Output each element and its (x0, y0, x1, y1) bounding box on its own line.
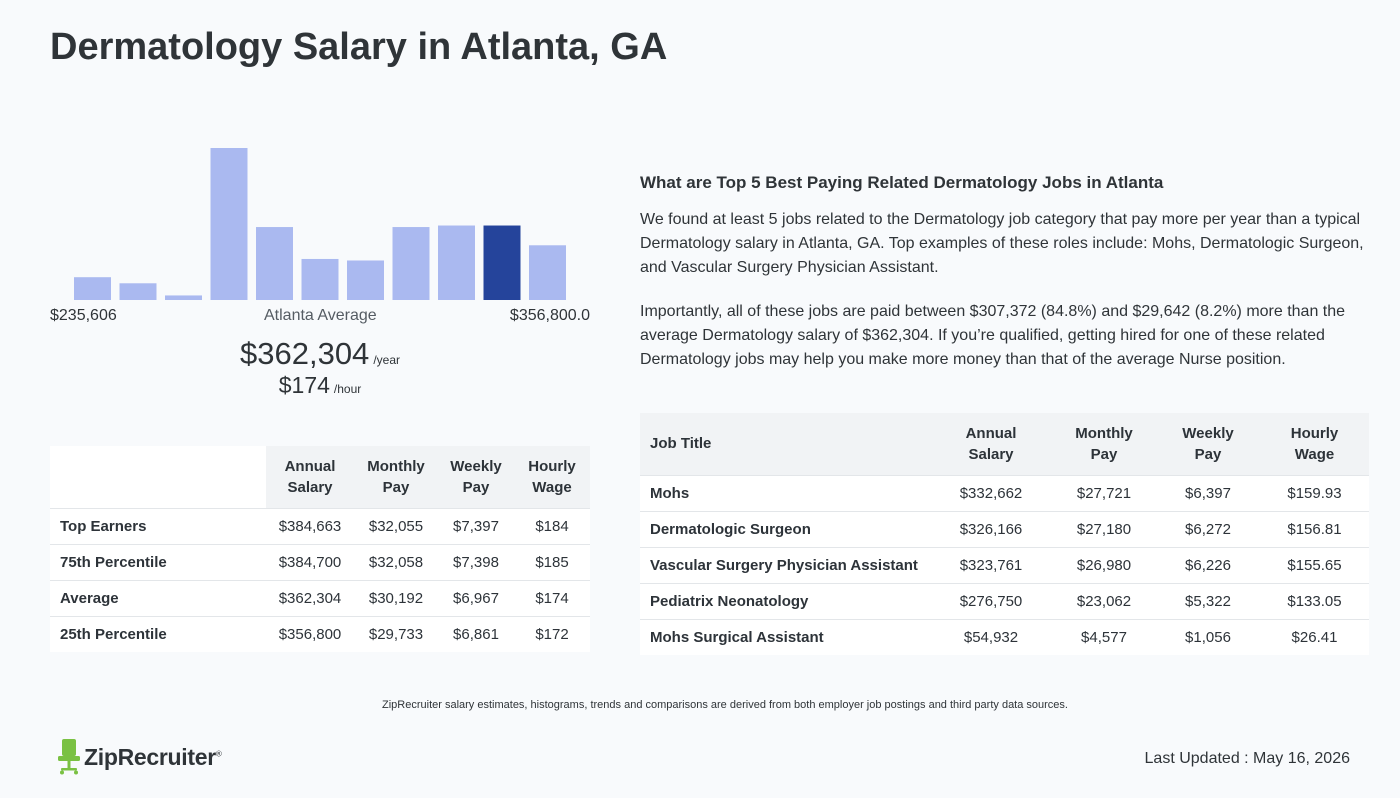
histogram-bar (438, 225, 475, 300)
histogram-max-label: $356,800.0 (509, 307, 590, 324)
cell-hourly: $26.41 (1260, 618, 1369, 655)
cell-monthly: $27,721 (1052, 474, 1156, 511)
job-title: Dermatologic Surgeon (640, 510, 930, 547)
cell-hourly: $185 (514, 543, 590, 580)
table-row: 75th Percentile $384,700 $32,058 $7,398 … (50, 543, 590, 580)
jobs-header-title: Job Title (640, 413, 930, 475)
cell-monthly: $32,055 (354, 507, 438, 544)
cell-hourly: $155.65 (1260, 546, 1369, 583)
row-label: Average (50, 579, 266, 616)
job-title: Pediatrix Neonatology (640, 582, 930, 619)
cell-weekly: $6,967 (438, 579, 514, 616)
cell-hourly: $174 (514, 579, 590, 616)
chair-icon (58, 739, 80, 775)
cell-monthly: $23,062 (1052, 582, 1156, 619)
job-title: Mohs (640, 474, 930, 511)
cell-annual: $356,800 (266, 615, 354, 652)
histogram-bar (165, 295, 202, 300)
cell-weekly: $6,226 (1156, 546, 1260, 583)
percentile-header-monthly: Monthly Pay (354, 446, 438, 508)
jobs-header-monthly: Monthly Pay (1052, 413, 1156, 475)
cell-annual: $384,700 (266, 543, 354, 580)
cell-monthly: $27,180 (1052, 510, 1156, 547)
table-row: Pediatrix Neonatology $276,750 $23,062 $… (640, 582, 1369, 619)
cell-monthly: $4,577 (1052, 618, 1156, 655)
cell-annual: $54,932 (930, 618, 1052, 655)
histogram-min-label: $235,606 (50, 307, 117, 324)
cell-hourly: $172 (514, 615, 590, 652)
cell-weekly: $5,322 (1156, 582, 1260, 619)
average-hourly-value: $174 (278, 372, 330, 398)
related-jobs-paragraph-1: We found at least 5 jobs related to the … (640, 211, 1364, 276)
cell-weekly: $6,861 (438, 615, 514, 652)
histogram-svg (74, 148, 566, 300)
row-label: 75th Percentile (50, 543, 266, 580)
table-row: Mohs Surgical Assistant $54,932 $4,577 $… (640, 618, 1369, 655)
cell-hourly: $159.93 (1260, 474, 1369, 511)
average-yearly-unit: /year (373, 353, 400, 367)
job-title: Mohs Surgical Assistant (640, 618, 930, 655)
percentile-table-header: Annual Salary Monthly Pay Weekly Pay Hourly… (50, 446, 590, 508)
percentile-header-hourly: Hourly Wage (514, 446, 590, 508)
cell-annual: $326,166 (930, 510, 1052, 547)
histogram-bar (119, 283, 157, 300)
histogram-bar (256, 227, 293, 300)
cell-hourly: $184 (514, 507, 590, 544)
last-updated: Last Updated : May 16, 2026 (1144, 750, 1350, 767)
cell-annual: $384,663 (266, 507, 354, 544)
histogram-bar (529, 245, 566, 300)
average-hourly-unit: /hour (333, 382, 362, 396)
percentile-header-annual: Annual Salary (266, 446, 354, 508)
logo-wordmark: ZipRecruiter® (84, 743, 222, 770)
table-row: Average $362,304 $30,192 $6,967 $174 (50, 579, 590, 616)
histogram-bar-highlight (483, 225, 521, 300)
jobs-header-annual: Annual Salary (930, 413, 1052, 475)
data-source-note: ZipRecruiter salary estimates, histogram… (382, 699, 1068, 711)
cell-monthly: $32,058 (354, 543, 438, 580)
jobs-header-hourly: Hourly Wage (1260, 413, 1369, 475)
average-yearly: $362,304/year (50, 336, 590, 372)
histogram-bar (347, 260, 384, 300)
related-jobs-title: What are Top 5 Best Paying Related Derma… (640, 173, 1164, 192)
percentile-header-weekly: Weekly Pay (438, 446, 514, 508)
percentile-table: Annual Salary Monthly Pay Weekly Pay Hourly… (50, 446, 590, 652)
cell-annual: $332,662 (930, 474, 1052, 511)
percentile-header-blank (50, 446, 266, 508)
cell-hourly: $156.81 (1260, 510, 1369, 547)
cell-weekly: $7,397 (438, 507, 514, 544)
salary-histogram (50, 140, 590, 300)
page-title: Dermatology Salary in Atlanta, GA (50, 26, 668, 68)
related-jobs-paragraph-2: Importantly, all of these jobs are paid … (640, 303, 1346, 368)
table-row: Dermatologic Surgeon $326,166 $27,180 $6… (640, 510, 1369, 547)
jobs-header-weekly: Weekly Pay (1156, 413, 1260, 475)
cell-weekly: $1,056 (1156, 618, 1260, 655)
histogram-bar (210, 148, 248, 300)
cell-weekly: $6,397 (1156, 474, 1260, 511)
jobs-table-header: Job Title Annual Salary Monthly Pay Weekly… (640, 413, 1369, 475)
cell-annual: $276,750 (930, 582, 1052, 619)
table-row: 25th Percentile $356,800 $29,733 $6,861 … (50, 615, 590, 652)
cell-weekly: $6,272 (1156, 510, 1260, 547)
histogram-bar (301, 258, 339, 300)
average-hourly: $174/hour (50, 372, 590, 399)
cell-monthly: $29,733 (354, 615, 438, 652)
table-row: Top Earners $384,663 $32,055 $7,397 $184 (50, 507, 590, 544)
cell-monthly: $26,980 (1052, 546, 1156, 583)
table-row: Mohs $332,662 $27,721 $6,397 $159.93 (640, 474, 1369, 511)
cell-hourly: $133.05 (1260, 582, 1369, 619)
ziprecruiter-logo[interactable]: ZipRecruiter® (58, 739, 222, 775)
job-title: Vascular Surgery Physician Assistant (640, 546, 930, 583)
histogram-bar (74, 277, 111, 300)
average-yearly-value: $362,304 (240, 336, 370, 371)
row-label: 25th Percentile (50, 615, 266, 652)
row-label: Top Earners (50, 507, 266, 544)
table-row: Vascular Surgery Physician Assistant $32… (640, 546, 1369, 583)
cell-annual: $323,761 (930, 546, 1052, 583)
cell-monthly: $30,192 (354, 579, 438, 616)
related-jobs-table: Job Title Annual Salary Monthly Pay Weekly… (640, 413, 1369, 655)
histogram-average-label: Atlanta Average (264, 307, 377, 324)
cell-weekly: $7,398 (438, 543, 514, 580)
cell-annual: $362,304 (266, 579, 354, 616)
histogram-bar (392, 227, 430, 300)
